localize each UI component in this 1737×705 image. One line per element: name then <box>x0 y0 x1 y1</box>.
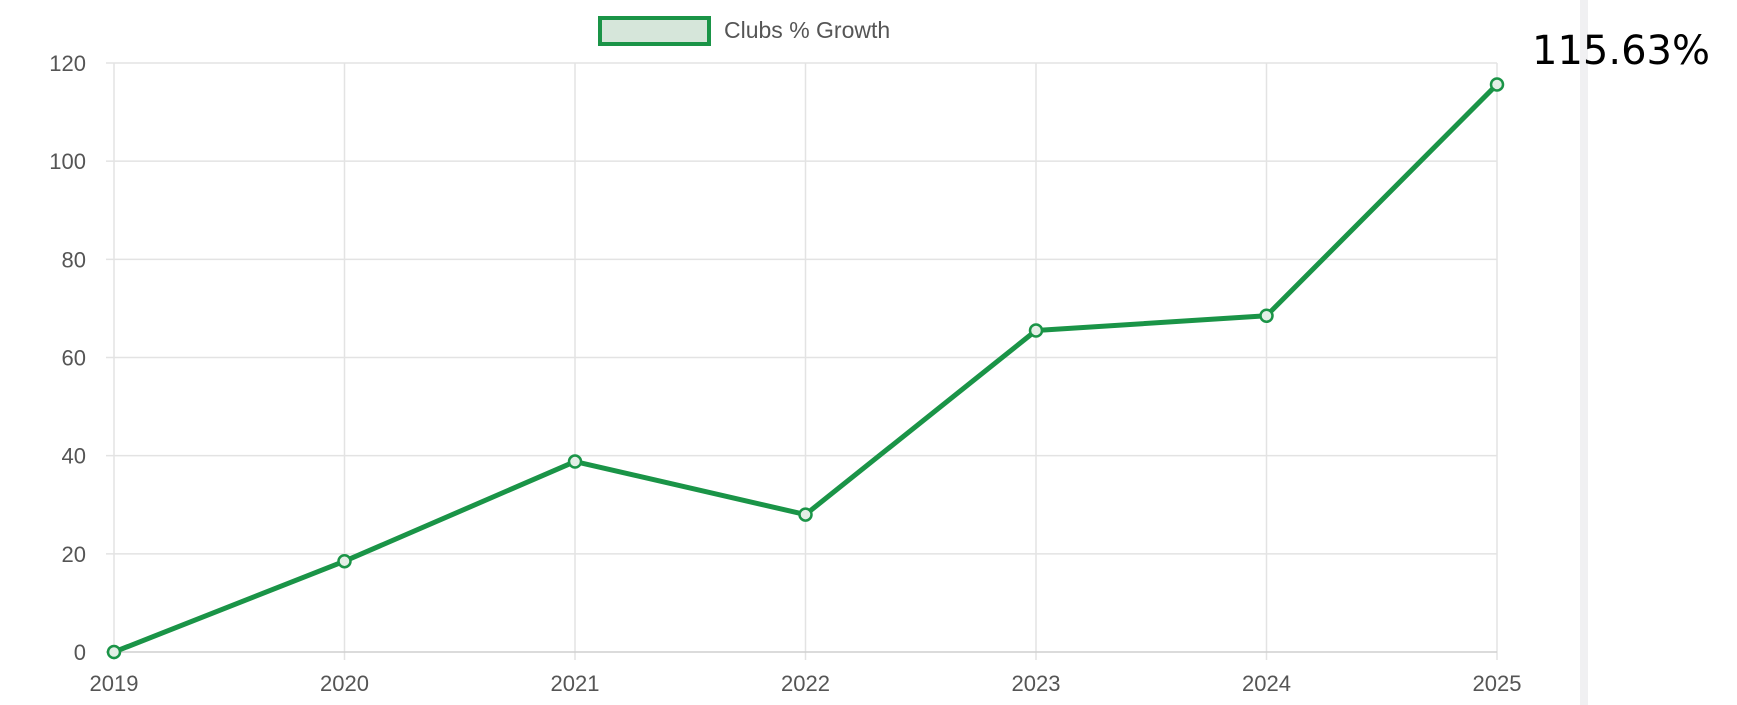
y-tick-label-120: 120 <box>49 51 86 76</box>
data-point-2022[interactable] <box>798 507 813 522</box>
y-tick-label-0: 0 <box>74 640 86 665</box>
x-tick-label-2023: 2023 <box>1012 671 1061 696</box>
y-tick-label-40: 40 <box>62 444 86 469</box>
data-point-2025[interactable] <box>1489 77 1505 92</box>
x-tick-label-2019: 2019 <box>90 671 139 696</box>
x-tick-label-2024: 2024 <box>1242 671 1291 696</box>
right-edge-strip <box>1580 0 1588 705</box>
x-gridlines <box>113 63 1498 660</box>
data-point-2021[interactable] <box>567 454 583 469</box>
data-point-2020[interactable] <box>337 553 352 569</box>
y-tick-label-100: 100 <box>49 149 86 174</box>
x-tick-label-2022: 2022 <box>781 671 830 696</box>
y-tick-label-60: 60 <box>62 346 86 371</box>
x-tick-label-2020: 2020 <box>320 671 369 696</box>
final-value-annotation: 115.63% <box>1532 28 1710 74</box>
x-tick-label-2025: 2025 <box>1473 671 1522 696</box>
y-tick-label-20: 20 <box>62 542 86 567</box>
y-tick-label-80: 80 <box>62 247 86 272</box>
legend-swatch <box>598 16 711 46</box>
data-point-2024[interactable] <box>1259 308 1274 324</box>
data-point-2019[interactable] <box>106 644 122 660</box>
y-axis-ticks: 0 20 40 60 80 100 120 <box>49 51 86 665</box>
legend-label: Clubs % Growth <box>724 17 890 43</box>
x-tick-label-2021: 2021 <box>551 671 600 696</box>
y-gridlines <box>106 62 1497 653</box>
data-point-2023[interactable] <box>1028 323 1044 338</box>
series-clubs-growth <box>106 77 1505 660</box>
x-axis-ticks: 2019 2020 2021 2022 2023 2024 2025 <box>90 671 1522 696</box>
legend[interactable]: Clubs % Growth <box>598 16 890 46</box>
